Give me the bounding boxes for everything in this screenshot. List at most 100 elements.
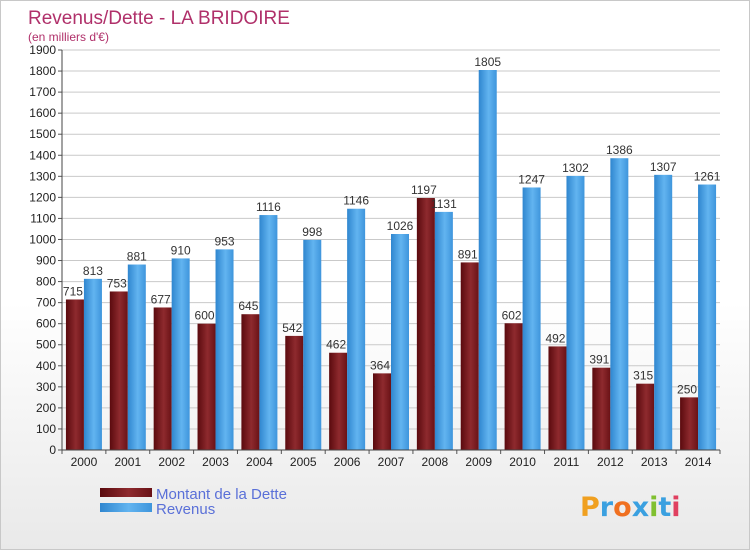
data-label-debt-2010: 602	[502, 308, 522, 322]
logo-letter: t	[658, 492, 671, 523]
y-tick-label: 1700	[29, 85, 56, 99]
x-tick-label: 2008	[422, 455, 449, 469]
data-label-debt-2002: 677	[151, 292, 171, 306]
y-tick-label: 800	[36, 275, 56, 289]
bar-debt-2009	[460, 262, 479, 450]
bar-debt-2002	[153, 307, 172, 450]
x-tick-label: 2010	[509, 455, 536, 469]
data-label-debt-2011: 492	[545, 331, 565, 345]
data-label-revenus-2005: 998	[302, 225, 322, 239]
bar-debt-2007	[373, 373, 391, 450]
y-axis-ticks: 0 100 200 300 400 500 600 700 800 900 1000 1100 1200…	[29, 43, 62, 457]
y-tick-label: 600	[36, 317, 56, 331]
y-tick-label: 100	[36, 422, 56, 436]
x-axis-ticks: 2000 2001 2002 2003 2004 2005 2006 2007 2008 2009…	[61, 450, 721, 469]
x-tick-label: 2011	[554, 455, 580, 469]
y-tick-label: 900	[36, 254, 56, 268]
y-tick-label: 1000	[29, 232, 56, 246]
bar-revenus-2005	[303, 239, 322, 450]
data-label-debt-2004: 645	[238, 299, 258, 313]
bar-revenus-2006	[347, 208, 366, 450]
bar-revenus-2004	[259, 215, 278, 450]
data-label-revenus-2013: 1307	[650, 160, 677, 174]
bar-revenus-2008	[434, 211, 453, 450]
y-tick-label: 500	[36, 338, 56, 352]
logo-letter: P	[580, 492, 600, 523]
data-label-debt-2000: 715	[63, 284, 83, 298]
data-label-debt-2006: 462	[326, 338, 346, 352]
chart-subtitle: (en milliers d'€)	[28, 30, 109, 44]
bar-debt-2000	[65, 299, 84, 450]
x-tick-label: 2009	[465, 455, 492, 469]
bar-debt-2005	[285, 335, 304, 450]
x-tick-label: 2014	[685, 455, 712, 469]
data-label-revenus-2014: 1261	[694, 170, 721, 184]
bar-revenus-2011	[566, 175, 585, 451]
bar-revenus-2001	[127, 264, 146, 450]
y-tick-label: 0	[49, 443, 56, 457]
x-tick-label: 2013	[641, 455, 668, 469]
y-tick-label: 1300	[29, 169, 56, 183]
data-label-revenus-2008: 1131	[431, 197, 457, 211]
data-label-debt-2014: 250	[677, 382, 697, 396]
logo-letter: i	[671, 492, 680, 523]
bar-debt-2008	[416, 198, 435, 450]
x-tick-label: 2007	[378, 455, 405, 469]
bar-revenus-2002	[171, 258, 190, 450]
y-tick-label: 1600	[29, 106, 56, 120]
bar-revenus-2009	[478, 70, 497, 450]
bar-debt-2014	[680, 397, 699, 450]
data-label-debt-2013: 315	[633, 369, 653, 383]
bar-debt-2012	[592, 367, 611, 450]
data-label-debt-2007: 364	[370, 358, 390, 372]
legend-swatch-revenus	[100, 503, 152, 512]
bar-debt-2004	[241, 314, 260, 450]
y-tick-label: 200	[36, 401, 56, 415]
bar-debt-2013	[636, 383, 655, 450]
bar-debt-2003	[197, 323, 216, 450]
data-label-revenus-2004: 1116	[256, 200, 281, 214]
proxiti-logo-text: Proxiti	[580, 492, 681, 523]
bar-revenus-2007	[391, 234, 409, 450]
bar-revenus-2000	[83, 278, 102, 450]
x-tick-label: 2005	[290, 455, 317, 469]
y-tick-label: 1200	[29, 190, 56, 204]
bar-revenus-2003	[215, 249, 234, 450]
bar-debt-2010	[504, 323, 523, 450]
y-tick-label: 1800	[29, 64, 56, 78]
data-label-revenus-2010: 1247	[518, 172, 545, 186]
x-tick-label: 2006	[334, 455, 361, 469]
x-tick-label: 2001	[114, 455, 141, 469]
bars	[65, 70, 717, 451]
data-label-revenus-2000: 813	[83, 264, 103, 278]
x-tick-label: 2000	[71, 455, 98, 469]
data-label-revenus-2002: 910	[171, 243, 191, 257]
data-label-revenus-2003: 953	[215, 234, 235, 248]
data-label-debt-2009: 891	[458, 247, 478, 261]
y-tick-label: 300	[36, 380, 56, 394]
axes	[61, 50, 720, 451]
legend: Montant de la Dette Revenus	[100, 486, 287, 518]
logo-letter: x	[632, 492, 649, 523]
x-tick-label: 2002	[158, 455, 185, 469]
data-label-debt-2005: 542	[282, 321, 302, 335]
x-tick-label: 2003	[202, 455, 229, 469]
logo-letter: i	[649, 492, 658, 523]
data-label-debt-2008: 1197	[411, 183, 437, 197]
y-tick-label: 1100	[30, 211, 56, 225]
chart-title: Revenus/Dette - LA BRIDOIRE	[28, 8, 290, 29]
bar-debt-2011	[548, 346, 567, 450]
data-label-revenus-2012: 1386	[606, 143, 633, 157]
bar-revenus-2013	[654, 174, 673, 450]
y-tick-label: 1400	[29, 148, 56, 162]
data-label-revenus-2006: 1146	[343, 194, 369, 208]
data-label-revenus-2001: 881	[127, 250, 147, 264]
bar-revenus-2014	[698, 184, 717, 451]
y-tick-label: 1500	[29, 127, 56, 141]
x-tick-label: 2012	[597, 455, 624, 469]
proxiti-logo: Proxiti	[580, 492, 681, 523]
data-label-revenus-2011: 1302	[562, 161, 589, 175]
bar-debt-2006	[329, 352, 348, 450]
